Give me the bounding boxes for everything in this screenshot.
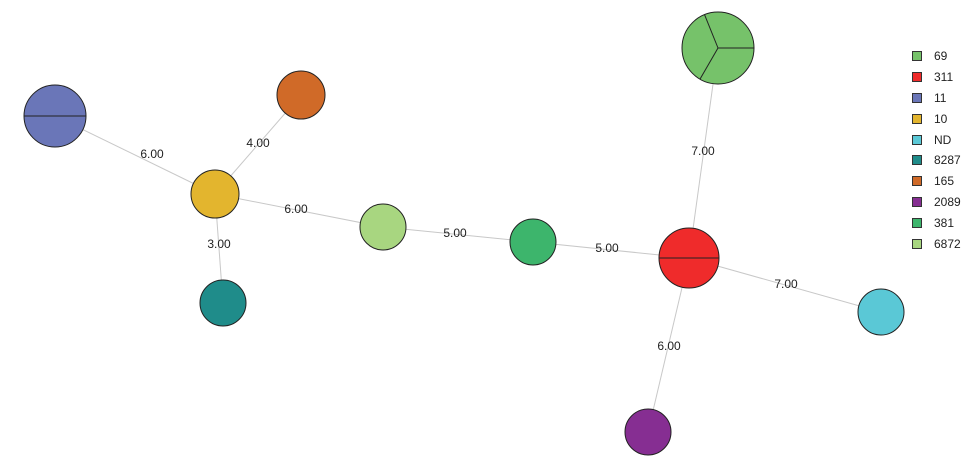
node-69 xyxy=(681,11,755,85)
edge-n6872-n381 xyxy=(382,226,534,243)
node-165 xyxy=(276,70,326,120)
nodes-layer xyxy=(23,11,905,456)
edge-distance-label: 5.00 xyxy=(595,241,619,255)
node-ND xyxy=(857,288,905,336)
edge-distance-label: 6.00 xyxy=(657,339,681,353)
legend: 69 311 11 10 ND 8287 165 2089 381 6872 xyxy=(912,46,961,254)
legend-item: 69 xyxy=(912,46,961,67)
legend-label: 165 xyxy=(934,174,955,189)
node-381 xyxy=(509,218,557,266)
node-circle-6872 xyxy=(359,203,407,251)
legend-label: 69 xyxy=(934,49,948,64)
legend-item: 6872 xyxy=(912,233,961,254)
edge-distance-label: 7.00 xyxy=(774,277,798,291)
edge-labels-layer: 6.00 4.00 3.00 6.00 5.00 5.00 7.00 7.00 6.00 xyxy=(140,136,798,353)
node-6872 xyxy=(359,203,407,251)
edge-distance-label: 3.00 xyxy=(207,237,231,251)
legend-label: ND xyxy=(934,132,952,147)
legend-item: 2089 xyxy=(912,192,961,213)
legend-item: ND xyxy=(912,129,961,150)
legend-item: 10 xyxy=(912,108,961,129)
edge-distance-label: 5.00 xyxy=(443,226,467,240)
edge-distance-label: 4.00 xyxy=(246,136,270,150)
legend-label: 8287 xyxy=(934,153,961,168)
node-311 xyxy=(658,227,720,289)
legend-swatch xyxy=(912,113,922,124)
legend-item: 165 xyxy=(912,171,961,192)
edge-distance-label: 7.00 xyxy=(691,144,715,158)
edge-n311-nND xyxy=(688,257,882,313)
legend-swatch xyxy=(912,92,922,103)
legend-label: 381 xyxy=(934,215,955,230)
legend-swatch xyxy=(912,196,922,207)
legend-item: 381 xyxy=(912,212,961,233)
edge-distance-label: 6.00 xyxy=(140,147,164,161)
edges-layer xyxy=(54,47,882,433)
legend-label: 2089 xyxy=(934,194,961,209)
node-circle-10 xyxy=(190,169,240,219)
legend-label: 10 xyxy=(934,111,948,126)
node-circle-2089 xyxy=(624,408,672,456)
node-11 xyxy=(23,84,87,148)
node-circle-8287 xyxy=(199,279,247,327)
legend-swatch xyxy=(912,51,922,62)
legend-label: 11 xyxy=(934,90,947,105)
legend-item: 311 xyxy=(912,67,961,88)
node-circle-165 xyxy=(276,70,326,120)
legend-swatch xyxy=(912,155,922,166)
edge-distance-label: 6.00 xyxy=(284,202,308,216)
node-divider xyxy=(704,14,719,49)
legend-item: 11 xyxy=(912,88,961,109)
node-divider xyxy=(699,47,719,80)
legend-swatch xyxy=(912,72,922,83)
node-8287 xyxy=(199,279,247,327)
edge-n10-n6872 xyxy=(214,193,384,228)
node-2089 xyxy=(624,408,672,456)
legend-swatch xyxy=(912,238,922,249)
legend-swatch xyxy=(912,176,922,187)
node-10 xyxy=(190,169,240,219)
node-circle-381 xyxy=(509,218,557,266)
legend-label: 311 xyxy=(934,70,954,85)
legend-label: 6872 xyxy=(934,236,961,251)
legend-swatch xyxy=(912,217,922,228)
node-circle-ND xyxy=(857,288,905,336)
legend-item: 8287 xyxy=(912,150,961,171)
legend-swatch xyxy=(912,134,922,145)
